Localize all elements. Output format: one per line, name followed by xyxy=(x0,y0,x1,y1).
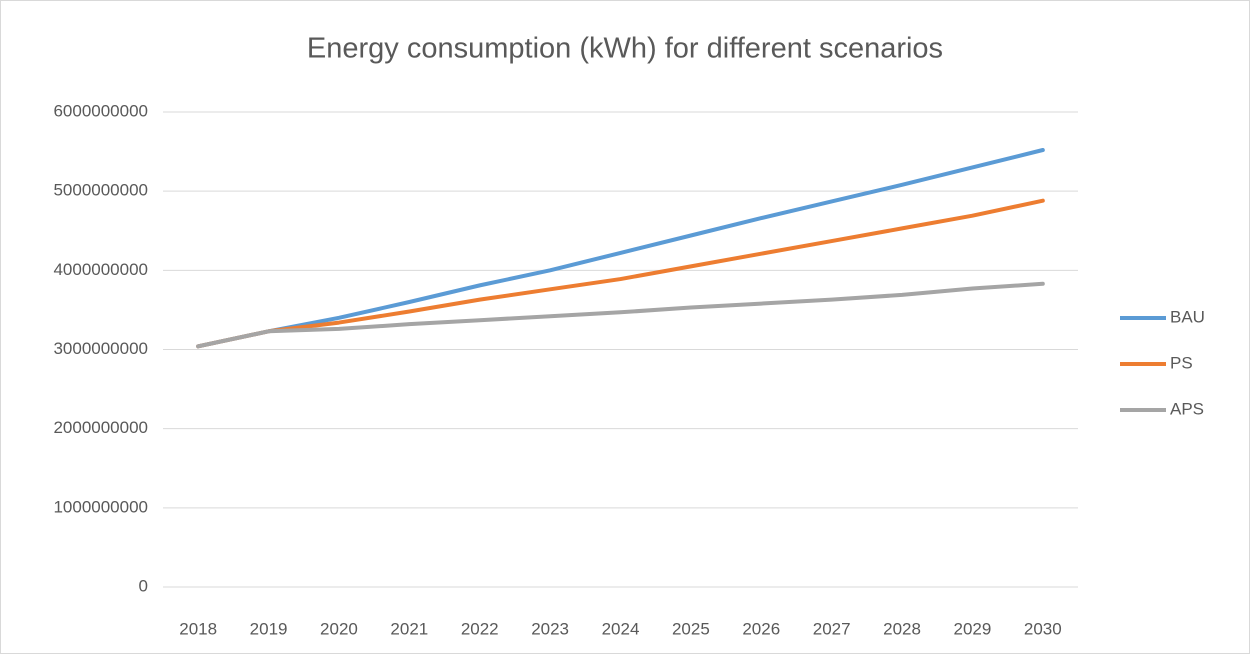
y-tick-label: 6000000000 xyxy=(53,101,148,120)
x-tick-label: 2026 xyxy=(742,619,780,638)
x-tick-label: 2027 xyxy=(813,619,851,638)
x-tick-label: 2019 xyxy=(250,619,288,638)
y-tick-label: 0 xyxy=(139,576,148,595)
y-tick-label: 2000000000 xyxy=(53,418,148,437)
legend-label: PS xyxy=(1170,353,1193,372)
x-tick-label: 2021 xyxy=(390,619,428,638)
y-tick-label: 3000000000 xyxy=(53,339,148,358)
legend-label: APS xyxy=(1170,399,1204,418)
x-tick-label: 2029 xyxy=(954,619,992,638)
x-tick-label: 2030 xyxy=(1024,619,1062,638)
legend-label: BAU xyxy=(1170,307,1205,326)
series-line xyxy=(196,281,1045,349)
x-tick-label: 2020 xyxy=(320,619,358,638)
series-line xyxy=(196,198,1045,349)
chart-title: Energy consumption (kWh) for different s… xyxy=(307,33,943,65)
x-tick-label: 2024 xyxy=(602,619,640,638)
x-tick-label: 2025 xyxy=(672,619,710,638)
x-tick-label: 2028 xyxy=(883,619,921,638)
x-tick-label: 2022 xyxy=(461,619,499,638)
x-tick-label: 2023 xyxy=(531,619,569,638)
y-tick-label: 4000000000 xyxy=(53,260,148,279)
series-line xyxy=(196,148,1045,349)
y-tick-label: 5000000000 xyxy=(53,181,148,200)
x-tick-label: 2018 xyxy=(179,619,217,638)
y-tick-label: 1000000000 xyxy=(53,497,148,516)
